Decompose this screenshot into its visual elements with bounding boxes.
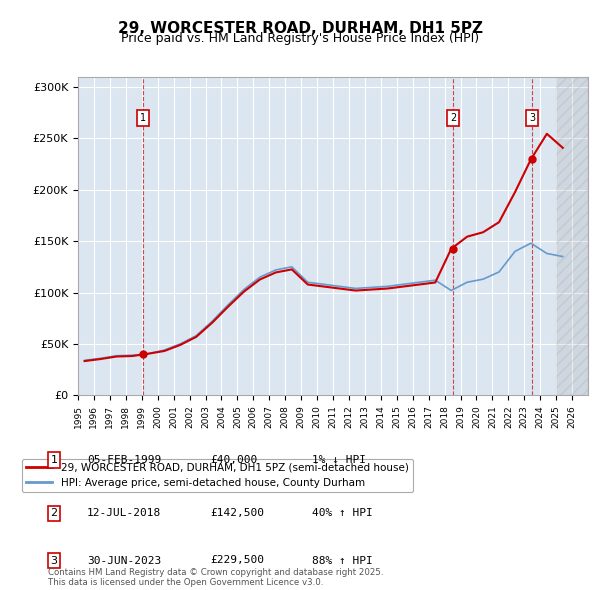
- Text: 1: 1: [50, 455, 58, 465]
- Text: 88% ↑ HPI: 88% ↑ HPI: [312, 556, 373, 565]
- Text: £40,000: £40,000: [210, 455, 257, 465]
- Text: 29, WORCESTER ROAD, DURHAM, DH1 5PZ: 29, WORCESTER ROAD, DURHAM, DH1 5PZ: [118, 21, 482, 35]
- Text: 3: 3: [529, 113, 535, 123]
- Text: Price paid vs. HM Land Registry's House Price Index (HPI): Price paid vs. HM Land Registry's House …: [121, 32, 479, 45]
- Text: 12-JUL-2018: 12-JUL-2018: [87, 509, 161, 518]
- Text: 3: 3: [50, 556, 58, 565]
- Legend: 29, WORCESTER ROAD, DURHAM, DH1 5PZ (semi-detached house), HPI: Average price, s: 29, WORCESTER ROAD, DURHAM, DH1 5PZ (sem…: [22, 458, 413, 492]
- Bar: [556, 77, 588, 395]
- Text: 30-JUN-2023: 30-JUN-2023: [87, 556, 161, 565]
- Text: Contains HM Land Registry data © Crown copyright and database right 2025.
This d: Contains HM Land Registry data © Crown c…: [48, 568, 383, 587]
- Text: £142,500: £142,500: [210, 509, 264, 518]
- Text: 1: 1: [140, 113, 146, 123]
- Text: 2: 2: [450, 113, 456, 123]
- Text: 2: 2: [50, 509, 58, 518]
- Text: 40% ↑ HPI: 40% ↑ HPI: [312, 509, 373, 518]
- Text: £229,500: £229,500: [210, 556, 264, 565]
- Text: 05-FEB-1999: 05-FEB-1999: [87, 455, 161, 465]
- Text: 1% ↓ HPI: 1% ↓ HPI: [312, 455, 366, 465]
